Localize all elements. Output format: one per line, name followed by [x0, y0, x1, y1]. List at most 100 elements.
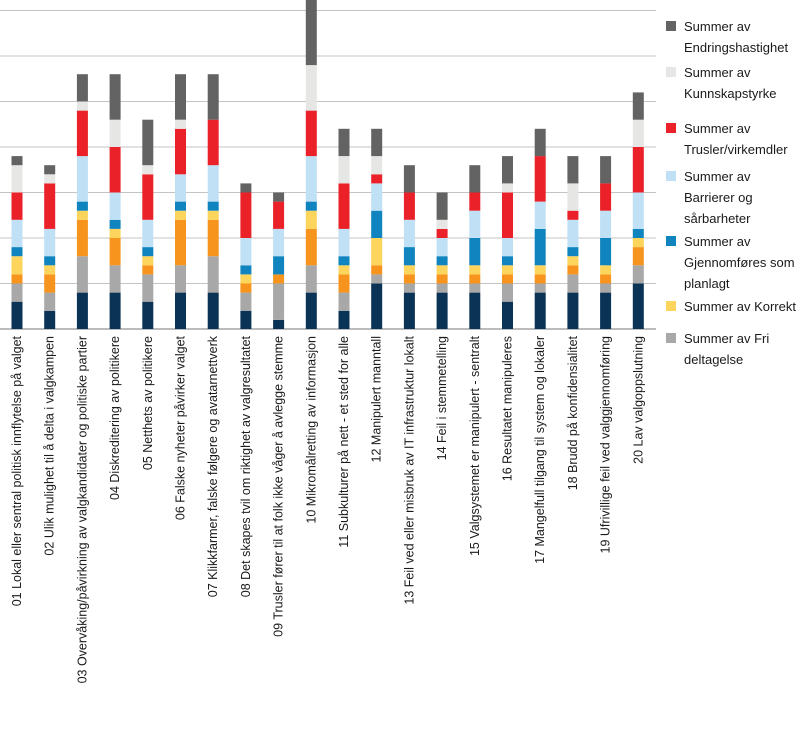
bar-segment — [567, 247, 579, 257]
bar-segment — [44, 228, 56, 257]
bar-segment — [76, 256, 88, 293]
category-label: 02 Ulik mulighet til å delta i valgkampe… — [43, 336, 57, 556]
bar-segment — [11, 274, 23, 284]
bar-segment — [207, 219, 219, 257]
bar-segment — [567, 292, 579, 329]
bar-segment — [632, 192, 644, 229]
bar-segment — [305, 292, 317, 329]
bar-segment — [11, 301, 23, 329]
bar-segment — [240, 192, 252, 238]
bar-segment — [240, 238, 252, 266]
bar-segment — [273, 256, 285, 275]
bar-segment — [567, 156, 579, 184]
bar-segment — [240, 283, 252, 293]
bar-segment — [469, 165, 481, 193]
bar-segment — [469, 210, 481, 238]
bar-segment — [44, 265, 56, 275]
bars — [11, 0, 644, 329]
category-label: 08 Det skapes tvil om riktighet av valgr… — [239, 335, 253, 597]
bar-segment — [142, 301, 154, 329]
bar-segment — [502, 301, 513, 329]
bar-segment — [600, 274, 612, 284]
bar-segment — [403, 247, 415, 266]
bar-segment — [207, 74, 219, 120]
gridlines — [0, 10, 656, 330]
bar-segment — [142, 256, 154, 266]
bar-segment — [109, 147, 121, 193]
bar-segment — [11, 283, 23, 302]
bar-segment — [76, 74, 88, 102]
bar-segment — [403, 165, 415, 193]
bar-segment — [534, 128, 546, 157]
bar-segment — [76, 110, 88, 157]
bar-segment — [109, 192, 121, 220]
bar-segment — [371, 174, 383, 184]
bar-segment — [502, 192, 513, 238]
category-label: 07 Klikkfarmer, falske følgere og avatar… — [206, 335, 220, 597]
bar-segment — [567, 256, 579, 266]
bar-segment — [371, 210, 383, 238]
bar-segment — [44, 183, 56, 229]
bar-segment — [632, 92, 644, 120]
bar-segment — [109, 292, 121, 329]
bar-segment — [207, 165, 219, 202]
legend-swatch — [666, 21, 676, 31]
bar-segment — [371, 128, 383, 157]
bar-segment — [371, 274, 383, 284]
bar-segment — [11, 192, 23, 220]
bar-segment — [469, 283, 481, 293]
bar-segment — [338, 156, 350, 184]
category-label: 15 Valgsystemet er manipulert - sentralt — [468, 335, 482, 556]
bar-segment — [142, 219, 154, 248]
bar-segment — [338, 292, 350, 311]
bar-segment — [273, 192, 285, 202]
bar-segment — [534, 274, 546, 284]
bar-segment — [371, 238, 383, 266]
bar-segment — [305, 156, 317, 202]
bar-segment — [273, 228, 285, 257]
bar-segment — [273, 283, 285, 320]
legend-label: Summer av Korrekt — [684, 299, 796, 314]
bar-segment — [240, 310, 252, 329]
bar-segment — [534, 156, 546, 202]
bar-segment — [502, 265, 513, 275]
bar-segment — [44, 274, 56, 293]
legend-item-kunnskapstyrke: Summer av Kunnskapstyrke — [666, 62, 800, 118]
legend-item-endringshastighet: Summer av Endringshastighet — [666, 16, 800, 62]
bar-segment — [109, 119, 121, 147]
bar-segment — [109, 265, 121, 293]
category-label: 03 Overvåking/påvirkning av valgkandidat… — [75, 336, 89, 683]
bar-segment — [567, 265, 579, 275]
legend-item-gjennomfores: Summer av Gjennomføres som planlagt — [666, 231, 800, 296]
bar-segment — [175, 292, 186, 329]
bar-segment — [436, 219, 448, 229]
bar-segment — [240, 183, 252, 193]
bar-segment — [240, 265, 252, 275]
bar-segment — [403, 274, 415, 284]
bar-segment — [207, 201, 219, 211]
bar-segment — [600, 292, 612, 329]
bar-segment — [502, 256, 513, 266]
bar-segment — [436, 192, 448, 220]
bar-segment — [142, 265, 154, 275]
bar-segment — [436, 228, 448, 238]
bar-segment — [403, 219, 415, 248]
bar-segment — [142, 119, 154, 166]
bar-segment — [338, 274, 350, 293]
bar-segment — [534, 283, 546, 293]
category-label: 19 Ufrivillige feil ved valggjennomførin… — [599, 336, 613, 554]
bar-segment — [469, 192, 481, 211]
bar-segment — [403, 292, 415, 329]
bar-segment — [305, 0, 317, 66]
bar-segment — [207, 292, 219, 329]
bar-segment — [175, 174, 186, 202]
category-label: 05 Netthets av politikere — [141, 336, 155, 470]
bar-segment — [11, 219, 23, 248]
bar-segment — [600, 238, 612, 266]
bar-segment — [469, 274, 481, 284]
bar-segment — [11, 247, 23, 257]
bar-segment — [502, 238, 513, 257]
bar-segment — [44, 174, 56, 184]
legend-swatch — [666, 67, 676, 77]
bar-segment — [469, 238, 481, 266]
